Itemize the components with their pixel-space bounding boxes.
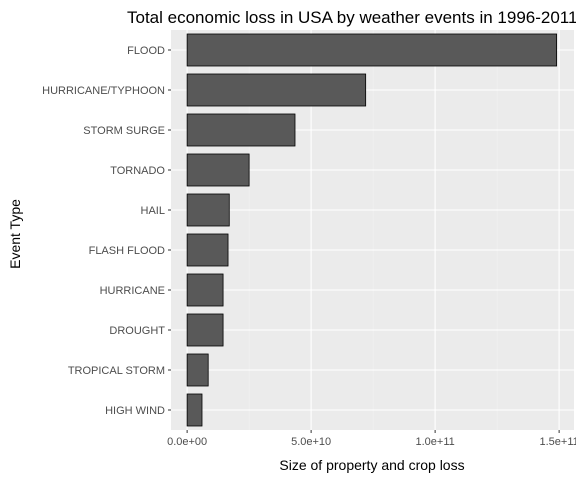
bar-tropical-storm xyxy=(186,353,209,387)
chart-title: Total economic loss in USA by weather ev… xyxy=(127,8,576,27)
x-tick-label: 1.0e+11 xyxy=(415,436,454,448)
y-tick-label: TORNADO xyxy=(110,165,165,177)
x-tick-label: 0.0e+00 xyxy=(167,436,207,448)
bar-flash-flood xyxy=(186,233,229,267)
y-tick-label: DROUGHT xyxy=(109,325,165,337)
y-axis-ticks: FLOOD HURRICANE/TYPHOON STORM SURGE TORNADO… xyxy=(42,45,171,417)
bars xyxy=(186,33,558,427)
x-tick-label: 5.0e+10 xyxy=(291,436,331,448)
bar-high-wind xyxy=(186,393,203,427)
y-tick-label: HURRICANE xyxy=(100,285,165,297)
bar-hurricane xyxy=(186,273,224,307)
x-tick-label: 1.5e+11 xyxy=(539,436,576,448)
x-axis-ticks: 0.0e+00 5.0e+10 1.0e+11 1.5e+11 xyxy=(167,430,576,448)
y-tick-label: FLOOD xyxy=(127,45,165,57)
y-tick-label: FLASH FLOOD xyxy=(89,245,165,257)
bar-hail xyxy=(186,193,230,227)
x-axis-title: Size of property and crop loss xyxy=(279,457,464,473)
bar-tornado xyxy=(186,153,250,187)
bar-hurricane-typhoon xyxy=(186,73,367,107)
bar-flood xyxy=(186,33,558,67)
y-tick-label: HURRICANE/TYPHOON xyxy=(42,85,165,97)
y-tick-label: HAIL xyxy=(141,205,165,217)
y-tick-label: STORM SURGE xyxy=(83,125,165,137)
y-tick-label: TROPICAL STORM xyxy=(68,365,165,377)
y-tick-label: HIGH WIND xyxy=(105,405,165,417)
bar-drought xyxy=(186,313,224,347)
y-axis-title: Event Type xyxy=(7,199,23,269)
bar-storm-surge xyxy=(186,113,296,147)
